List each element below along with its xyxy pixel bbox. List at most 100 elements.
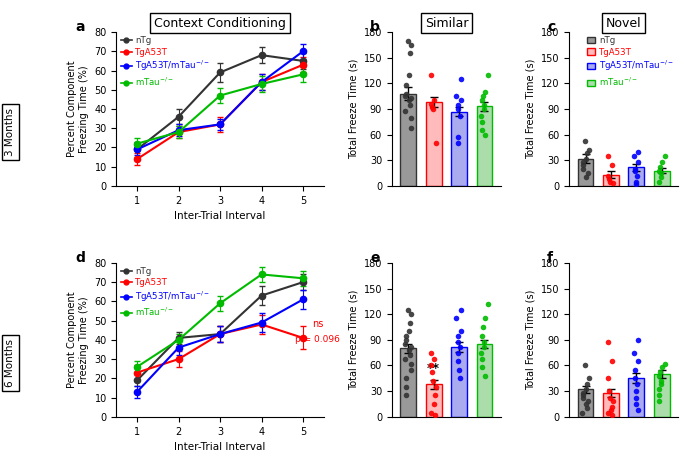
Text: e: e: [370, 251, 379, 265]
Point: [425, 409, 436, 416]
Point: [606, 358, 617, 365]
Point: [632, 381, 643, 388]
Point: [577, 389, 588, 397]
Point: [582, 398, 593, 405]
Point: [427, 377, 438, 385]
Point: [456, 306, 466, 314]
Point: [451, 93, 462, 100]
Title: Novel: Novel: [606, 16, 641, 29]
Point: [656, 158, 667, 166]
Point: [456, 76, 466, 83]
Point: [660, 153, 671, 160]
Bar: [653, 170, 669, 186]
Point: [406, 94, 416, 102]
Legend: nTg, TgA53T, TgA53T/mTau$^{-/-}$, mTau$^{-/-}$: nTg, TgA53T, TgA53T/mTau$^{-/-}$, mTau$^…: [121, 267, 210, 318]
Point: [479, 372, 490, 379]
Bar: [451, 112, 467, 186]
Point: [633, 336, 644, 344]
Text: d: d: [75, 251, 85, 265]
Point: [406, 311, 416, 318]
Bar: [577, 389, 593, 417]
Point: [577, 392, 588, 399]
Bar: [477, 344, 493, 417]
Point: [607, 411, 618, 419]
Point: [431, 140, 442, 147]
Point: [427, 105, 438, 113]
Point: [453, 338, 464, 345]
Text: b: b: [370, 20, 380, 34]
Point: [653, 386, 664, 393]
Point: [630, 178, 641, 185]
Point: [403, 71, 414, 78]
Point: [630, 167, 641, 174]
Point: [630, 165, 641, 173]
Point: [401, 82, 412, 89]
Text: f: f: [547, 251, 553, 265]
Point: [399, 107, 410, 114]
Point: [655, 369, 666, 376]
Point: [653, 167, 664, 174]
Point: [454, 343, 465, 350]
Point: [628, 153, 639, 160]
Point: [401, 375, 412, 382]
Bar: [628, 378, 644, 417]
Text: 6 Months: 6 Months: [5, 339, 15, 387]
Point: [429, 355, 440, 362]
Point: [656, 364, 667, 371]
Text: p = 0.096: p = 0.096: [295, 335, 340, 344]
Legend: nTg, TgA53T, TgA53T/mTau$^{-/-}$, mTau$^{-/-}$: nTg, TgA53T, TgA53T/mTau$^{-/-}$, mTau$^…: [121, 36, 210, 87]
Point: [476, 97, 487, 104]
Text: **: **: [427, 362, 440, 375]
Point: [633, 148, 644, 155]
Y-axis label: Total Freeze Time (s): Total Freeze Time (s): [525, 289, 535, 390]
Point: [479, 315, 490, 322]
Point: [608, 180, 619, 187]
Point: [653, 178, 664, 185]
Point: [401, 90, 412, 97]
Point: [404, 50, 415, 57]
Point: [632, 158, 643, 166]
Point: [429, 392, 440, 399]
Point: [632, 406, 643, 414]
Point: [453, 134, 464, 141]
Point: [429, 400, 440, 408]
Point: [456, 97, 466, 104]
Bar: [401, 349, 416, 417]
Y-axis label: Total Freeze Time (s): Total Freeze Time (s): [348, 59, 358, 159]
Point: [653, 372, 664, 379]
Bar: [628, 167, 644, 186]
Point: [479, 338, 490, 345]
Point: [604, 178, 615, 185]
Point: [482, 71, 493, 78]
Point: [476, 112, 487, 120]
Point: [604, 394, 615, 402]
Text: ns: ns: [312, 319, 323, 329]
Point: [581, 155, 592, 162]
Point: [401, 383, 412, 391]
Point: [427, 104, 438, 111]
Point: [630, 387, 641, 395]
Point: [603, 175, 614, 183]
Point: [577, 158, 588, 166]
Point: [479, 131, 490, 138]
Bar: [603, 393, 619, 417]
Text: c: c: [547, 20, 556, 34]
Point: [632, 358, 643, 365]
Point: [477, 323, 488, 331]
Bar: [477, 106, 493, 186]
Point: [656, 169, 667, 177]
Point: [582, 150, 593, 157]
Point: [608, 398, 619, 405]
Point: [399, 355, 410, 362]
Point: [654, 392, 665, 399]
Point: [429, 411, 440, 419]
Point: [660, 360, 671, 367]
Point: [581, 174, 592, 181]
Point: [581, 400, 592, 408]
Point: [453, 349, 464, 356]
Point: [403, 346, 414, 354]
Point: [632, 172, 643, 180]
Point: [477, 118, 488, 125]
Point: [577, 394, 588, 402]
Bar: [426, 102, 442, 186]
